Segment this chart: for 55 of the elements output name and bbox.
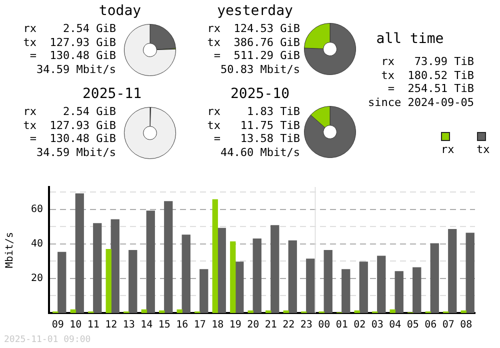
x-tick-label: 03 xyxy=(371,320,384,331)
chart-title: today xyxy=(98,3,142,19)
x-tick-label: 06 xyxy=(424,320,437,331)
x-tick-label: 17 xyxy=(194,320,206,331)
x-tick-label: 09 xyxy=(52,320,64,331)
text: = 511.29 GiB xyxy=(214,49,300,62)
x-tick-label: 21 xyxy=(264,320,277,331)
text: = 130.48 GiB xyxy=(30,49,116,62)
text: tx 127.93 GiB xyxy=(23,118,116,132)
x-tick-label: 22 xyxy=(282,320,295,331)
x-tick-label: 13 xyxy=(122,320,135,331)
text: 44.60 Mbit/s xyxy=(220,146,300,158)
x-tick-label: 19 xyxy=(229,320,242,331)
chart-title: yesterday xyxy=(217,3,293,19)
text: rx 1.83 TiB xyxy=(207,105,300,118)
x-tick-label: 10 xyxy=(70,320,82,331)
legend-label: rx xyxy=(441,143,454,156)
y-tick-label: 60 xyxy=(30,204,43,216)
text: tx 11.75 TiB xyxy=(207,118,300,132)
text: tx 180.52 TiB xyxy=(381,68,474,82)
text: = 13.58 TiB xyxy=(214,132,300,145)
x-tick-label: 08 xyxy=(460,320,472,331)
text: 34.59 Mbit/s xyxy=(36,62,116,76)
legend-label: tx xyxy=(476,143,490,156)
text: rx 124.53 GiB xyxy=(207,22,300,35)
x-tick-label: 00 xyxy=(318,320,330,331)
text: 34.59 Mbit/s xyxy=(36,146,116,158)
x-tick-label: 11 xyxy=(87,320,100,331)
x-tick-label: 14 xyxy=(140,320,153,331)
y-axis-title: Mbit/s xyxy=(4,232,16,268)
x-tick-label: 04 xyxy=(389,320,402,331)
text: = 254.51 TiB xyxy=(388,82,474,95)
x-tick-label: 12 xyxy=(105,320,118,331)
x-tick-label: 18 xyxy=(212,320,224,331)
text: = 130.48 GiB xyxy=(30,132,116,145)
text: tx 127.93 GiB xyxy=(23,36,116,48)
chart-title: 2025-10 xyxy=(230,86,290,102)
x-tick-label: 23 xyxy=(300,320,312,331)
y-tick-label: 40 xyxy=(30,238,43,250)
x-tick-label: 01 xyxy=(336,320,348,331)
y-tick-label: 20 xyxy=(30,273,43,284)
x-tick-label: 02 xyxy=(354,320,366,331)
x-tick-label: 05 xyxy=(406,320,419,331)
x-tick-label: 15 xyxy=(158,320,170,331)
text: rx 73.99 TiB xyxy=(381,55,474,68)
text: since 2024-09-05 xyxy=(368,96,474,108)
x-tick-label: 07 xyxy=(442,320,454,331)
text: rx 2.54 GiB xyxy=(23,22,116,35)
x-tick-label: 16 xyxy=(176,320,188,331)
chart-title: 2025-11 xyxy=(82,86,142,102)
x-tick-label: 20 xyxy=(247,320,260,331)
text: all time xyxy=(376,31,444,47)
text: 50.83 Mbit/s xyxy=(220,62,300,76)
text: tx 386.76 GiB xyxy=(207,36,300,48)
text: rx 2.54 GiB xyxy=(23,105,116,118)
